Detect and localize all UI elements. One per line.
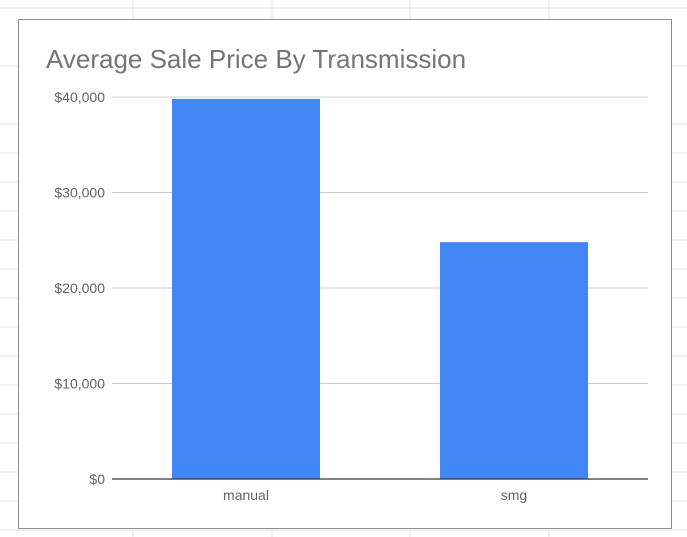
bar-smg[interactable] (440, 242, 588, 479)
y-tick-label: $40,000 (54, 89, 105, 105)
y-tick-label: $0 (89, 471, 105, 487)
x-tick-label: smg (501, 487, 527, 503)
y-tick-label: $30,000 (54, 185, 105, 201)
bar-chart: Average Sale Price By Transmission $0 $10… (46, 44, 648, 503)
axes: $0 $10,000 $20,000 $30,000 $40,000 manual smg (54, 89, 648, 503)
bars (172, 98, 588, 479)
chart-container[interactable]: Average Sale Price By Transmission $0 $10… (18, 19, 672, 529)
bar-manual[interactable] (172, 98, 320, 479)
y-tick-label: $20,000 (54, 280, 105, 296)
x-tick-label: manual (223, 487, 269, 503)
chart-title: Average Sale Price By Transmission (46, 44, 466, 74)
y-tick-label: $10,000 (54, 376, 105, 392)
